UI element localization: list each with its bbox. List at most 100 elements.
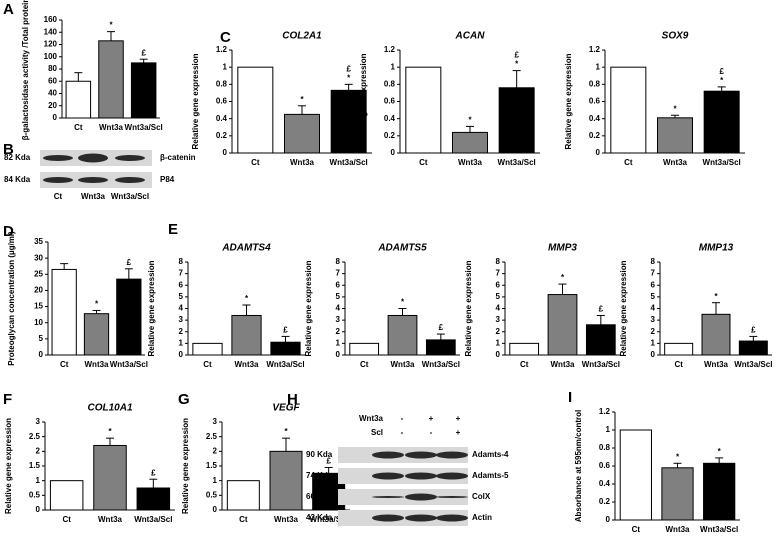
significance-mark: * [95, 300, 99, 309]
x-tick-label: Ct [419, 158, 428, 167]
y-tick-label: 10 [34, 318, 43, 327]
y-tick-label: 0 [36, 505, 41, 514]
x-tick-label: Wnt3a [290, 158, 315, 167]
panel-letter: F [3, 391, 12, 408]
y-axis-label: Relative gene expression [304, 260, 313, 356]
x-tick-label: Wnt3a [85, 360, 110, 369]
significance-mark: £ [719, 67, 724, 76]
y-tick-label: 0.4 [589, 114, 601, 123]
x-tick-label: Wnt3a [235, 360, 260, 369]
bar [269, 450, 303, 511]
y-tick-label: 5 [336, 292, 341, 301]
blot-size: 90 Kda [306, 450, 333, 459]
panel-letter: E [168, 221, 178, 238]
significance-mark: * [561, 273, 565, 282]
chart-title: ADAMTS5 [377, 243, 427, 254]
chart-title: VEGF [272, 403, 300, 414]
y-tick-label: 0 [596, 148, 601, 157]
y-tick-label: 0.4 [216, 114, 228, 123]
blot-band [43, 177, 73, 183]
y-tick-label: 2.5 [206, 432, 218, 441]
chart-title: ADAMTS4 [221, 243, 271, 254]
bar [610, 66, 647, 154]
y-tick-label: 0 [39, 350, 44, 359]
significance-mark: * [109, 21, 113, 30]
y-tick-label: 1 [336, 338, 341, 347]
y-tick-label: 0 [213, 505, 218, 514]
bar [452, 131, 488, 154]
bar [405, 66, 442, 154]
y-tick-label: 1.5 [206, 461, 218, 470]
y-tick-label: 8 [496, 257, 501, 266]
panel-letter: H [287, 391, 298, 408]
y-tick-label: 6 [651, 280, 656, 289]
y-tick-label: 1 [651, 338, 656, 347]
blot-band [436, 496, 468, 498]
significance-mark: * [468, 116, 472, 125]
bar [130, 62, 157, 119]
y-axis-label: Relative gene expression [359, 53, 368, 149]
y-tick-label: 4 [336, 304, 341, 313]
chart-title: COL10A1 [87, 403, 132, 414]
panel-letter: B [3, 141, 14, 158]
y-axis-label: Proteoglycan concentration (µg/ml) [7, 231, 16, 366]
x-tick-label: Ct [624, 158, 633, 167]
x-tick-label: Ct [62, 515, 71, 524]
x-tick-label: Ct [239, 515, 248, 524]
x-tick-label: Wnt3a [99, 123, 124, 132]
y-tick-label: 3 [336, 315, 341, 324]
blot-band [405, 451, 437, 459]
blot-band [78, 153, 108, 163]
y-tick-label: 1.2 [589, 45, 601, 54]
y-tick-label: 2 [179, 327, 184, 336]
y-tick-label: 0.2 [216, 131, 228, 140]
y-tick-label: 160 [44, 15, 58, 24]
x-tick-label: Wnt3a [458, 158, 483, 167]
y-tick-label: 7 [336, 269, 341, 278]
x-tick-label: Wnt3a/Scl [134, 515, 172, 524]
y-axis-label: Relative gene expression [564, 53, 573, 149]
blot-size: 66 Kda [306, 492, 333, 501]
y-axis-label: Absorbance at 595nm/control [574, 410, 583, 522]
bar [83, 313, 110, 356]
treatment-sign: + [456, 414, 461, 423]
blot-band [115, 155, 145, 161]
y-tick-label: 5 [39, 334, 44, 343]
y-tick-label: 0 [53, 113, 58, 122]
y-tick-label: 3 [179, 315, 184, 324]
y-tick-label: 80 [48, 64, 57, 73]
bar [509, 342, 540, 356]
y-tick-label: 1.5 [29, 461, 41, 470]
significance-mark: * [401, 298, 405, 307]
y-tick-label: 1.2 [599, 407, 611, 416]
x-tick-label: Wnt3a/Scl [582, 360, 620, 369]
x-tick-label: Wnt3a/Scl [125, 123, 163, 132]
x-tick-label: Ct [360, 360, 369, 369]
y-tick-label: 1.2 [384, 45, 396, 54]
y-tick-label: 5 [496, 292, 501, 301]
blot-band [372, 496, 404, 498]
y-axis-label: Relative gene expression [464, 260, 473, 356]
significance-mark: £ [599, 305, 604, 314]
y-tick-label: 15 [34, 302, 43, 311]
y-tick-label: 4 [496, 304, 501, 313]
bar [231, 314, 262, 356]
blot-band [436, 472, 468, 480]
significance-mark: * [245, 294, 249, 303]
x-tick-label: Wnt3a/Scl [310, 515, 348, 524]
bar [703, 90, 740, 154]
chart-title: SOX9 [662, 31, 689, 42]
treatment-name: Scl [371, 428, 383, 437]
significance-mark: £ [751, 326, 756, 335]
x-tick-label: Wnt3a [551, 360, 576, 369]
bar [349, 342, 380, 356]
blot-protein: ColX [472, 492, 491, 501]
significance-mark: * [720, 76, 724, 85]
y-tick-label: 100 [44, 52, 58, 61]
treatment-sign: - [401, 428, 404, 437]
y-tick-label: 3 [496, 315, 501, 324]
y-tick-label: 35 [34, 237, 43, 246]
bar [585, 324, 616, 356]
chart-title: COL2A1 [282, 31, 322, 42]
bar [65, 80, 92, 119]
